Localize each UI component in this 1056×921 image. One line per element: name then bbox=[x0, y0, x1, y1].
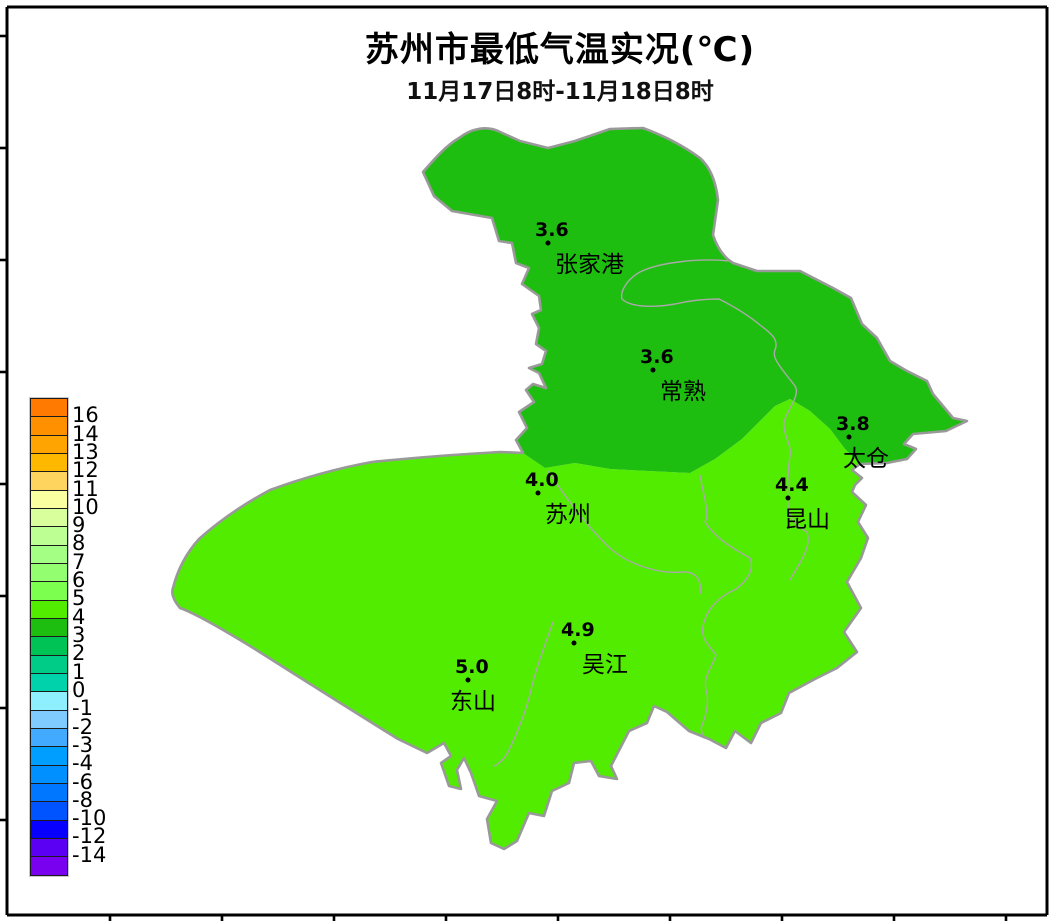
legend-boundary-label: -12 bbox=[72, 824, 107, 849]
legend-boundary-label: 13 bbox=[72, 439, 99, 464]
legend-boundary-label: 4 bbox=[72, 604, 86, 629]
legend-boundary-label: 7 bbox=[72, 549, 86, 574]
legend-boundary-label: -14 bbox=[72, 842, 107, 867]
station-name-label: 昆山 bbox=[784, 507, 830, 533]
legend-color-cell bbox=[30, 856, 68, 876]
legend-boundary-label: 5 bbox=[72, 586, 86, 611]
legend-boundary-label: -10 bbox=[72, 806, 107, 831]
legend-color-cell bbox=[30, 782, 68, 803]
district-boundary-line bbox=[620, 259, 809, 581]
legend-color-cell bbox=[30, 801, 68, 821]
station-name-label: 苏州 bbox=[545, 502, 591, 528]
legend-color-cell bbox=[30, 398, 68, 418]
legend-color-cell bbox=[30, 526, 68, 546]
legend-boundary-label: -8 bbox=[72, 787, 93, 812]
legend-color-cell bbox=[30, 837, 68, 858]
station-dot bbox=[785, 495, 791, 501]
legend-boundary-label: -2 bbox=[72, 714, 93, 739]
legend-color-cell bbox=[30, 636, 68, 656]
legend-color-cell bbox=[30, 819, 68, 839]
legend-color-cell bbox=[30, 581, 68, 601]
station-dot bbox=[650, 367, 656, 373]
station-dot bbox=[846, 434, 852, 440]
map-outer-border bbox=[171, 126, 969, 851]
station-temperature-value: 3.6 bbox=[640, 346, 674, 368]
legend-boundary-label: 0 bbox=[72, 677, 86, 702]
legend-color-cell bbox=[30, 452, 68, 473]
legend-color-cell bbox=[30, 434, 68, 454]
legend-boundary-label: -4 bbox=[72, 751, 93, 776]
legend-boundary-label: -3 bbox=[72, 732, 93, 757]
legend-color-cell bbox=[30, 471, 68, 491]
district-boundary-line bbox=[547, 470, 702, 595]
legend-boundary-label: 6 bbox=[72, 568, 86, 593]
map-date-range: 11月17日8时-11月18日8时 bbox=[406, 79, 714, 105]
legend-boundary-label: 12 bbox=[72, 458, 99, 483]
district-boundary-line bbox=[699, 474, 753, 739]
legend-color-cell bbox=[30, 727, 68, 748]
legend-boundary-label: 11 bbox=[72, 476, 99, 501]
legend-color-cell bbox=[30, 654, 68, 674]
legend-boundary-label: 9 bbox=[72, 513, 86, 538]
legend-color-cell bbox=[30, 507, 68, 528]
legend-color-cell bbox=[30, 672, 68, 693]
legend-color-cell bbox=[30, 764, 68, 784]
legend-color-cell bbox=[30, 691, 68, 711]
legend-cells bbox=[29, 397, 69, 877]
legend-boundary-label: 16 bbox=[72, 403, 99, 428]
station-name-label: 张家港 bbox=[555, 252, 624, 278]
station-dot bbox=[465, 677, 471, 683]
legend-color-cell bbox=[30, 746, 68, 766]
legend-boundary-label: 14 bbox=[72, 421, 99, 446]
station-temperature-value: 3.8 bbox=[836, 413, 870, 435]
station-dot bbox=[545, 240, 551, 246]
legend-boundary-label: 3 bbox=[72, 623, 86, 648]
legend-color-cell bbox=[30, 617, 68, 638]
axis-ticks bbox=[0, 34, 1008, 921]
station-temperature-value: 4.4 bbox=[775, 474, 809, 496]
station-name-label: 吴江 bbox=[582, 652, 628, 678]
legend-boundary-label: -6 bbox=[72, 769, 93, 794]
station-dot bbox=[535, 490, 541, 496]
legend-boundary-label: -1 bbox=[72, 696, 93, 721]
station-name-label: 常熟 bbox=[660, 379, 706, 405]
station-temperature-value: 4.9 bbox=[561, 619, 595, 641]
south-region-fill bbox=[172, 399, 869, 849]
station-temperature-value: 5.0 bbox=[455, 656, 489, 678]
legend-color-cell bbox=[30, 416, 68, 436]
legend-boundary-label: 10 bbox=[72, 494, 99, 519]
district-boundary-line bbox=[493, 621, 554, 767]
legend-boundary-label: 1 bbox=[72, 659, 86, 684]
legend-boundary-label: 8 bbox=[72, 531, 86, 556]
legend-color-cell bbox=[30, 562, 68, 583]
legend-color-cell bbox=[30, 709, 68, 729]
station-temperature-value: 3.6 bbox=[535, 219, 569, 241]
station-temperature-value: 4.0 bbox=[525, 469, 559, 491]
station-name-label: 东山 bbox=[450, 689, 496, 715]
legend-color-cell bbox=[30, 599, 68, 619]
legend-color-cell bbox=[30, 544, 68, 564]
station-dot bbox=[571, 640, 577, 646]
legend-boundary-label: 2 bbox=[72, 641, 86, 666]
legend-color-cell bbox=[30, 489, 68, 509]
map-title: 苏州市最低气温实况(℃) bbox=[364, 30, 756, 70]
station-name-label: 太仓 bbox=[843, 446, 889, 472]
